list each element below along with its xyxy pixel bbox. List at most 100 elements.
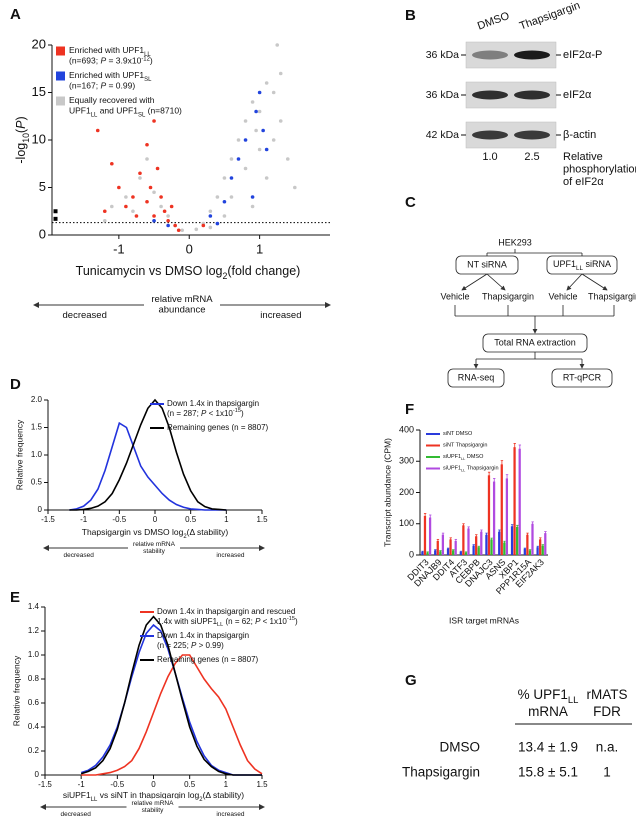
text-part: ) xyxy=(150,56,153,66)
point xyxy=(117,185,121,190)
text-part: < 1x10 xyxy=(206,409,233,418)
bar xyxy=(531,523,534,555)
y-tick-label: 0.8 xyxy=(28,674,40,683)
legend-swatch xyxy=(56,46,65,56)
x-tick-label: 0 xyxy=(153,515,158,524)
point xyxy=(166,214,170,218)
text-part: Equally recovered with xyxy=(69,95,155,105)
text-part: = 0.99) xyxy=(106,81,135,91)
bar xyxy=(464,552,468,555)
note-backdrop xyxy=(126,798,179,815)
bar xyxy=(428,517,432,555)
node-label: Thapsigargin xyxy=(482,291,534,301)
point xyxy=(264,147,269,152)
text-part: -15 xyxy=(233,408,241,414)
text-part: ) xyxy=(14,116,28,120)
note-text: relative mRNA xyxy=(132,800,175,807)
connector xyxy=(461,273,488,291)
bar xyxy=(490,539,493,555)
blot-band xyxy=(472,50,508,60)
bar xyxy=(513,447,516,555)
text-part: siUPF1 xyxy=(443,454,461,460)
bar xyxy=(421,551,424,555)
text-part: siNT DMSO xyxy=(443,431,473,437)
text-part: Thapsigargin vs DMSO log xyxy=(82,527,184,537)
bar xyxy=(544,533,547,555)
mw-label: 42 kDa xyxy=(426,129,459,141)
quant-caption: of eIF2α xyxy=(563,176,604,188)
y-tick-label: 0 xyxy=(409,549,414,559)
point xyxy=(222,176,227,180)
point xyxy=(278,119,283,123)
bar xyxy=(487,475,491,555)
legend-label: siNT Thapsigargin xyxy=(443,443,487,449)
density-line xyxy=(69,421,227,511)
node-label: UPF1LL siRNA xyxy=(553,259,611,272)
point xyxy=(194,227,199,232)
x-tick-label: 0 xyxy=(151,780,156,789)
legend-label: (n=693; P = 3.9x10-12) xyxy=(69,56,153,66)
density-line xyxy=(80,615,262,776)
text-part: ( xyxy=(14,128,28,133)
table-cell: 1 xyxy=(603,765,611,780)
point xyxy=(271,90,276,95)
bar xyxy=(541,545,544,555)
x-tick-label: -0.5 xyxy=(110,780,124,789)
table-cell: 15.8 ± 5.1 xyxy=(518,765,578,780)
text-part: LL xyxy=(91,112,98,118)
bar xyxy=(434,550,437,555)
node-label: RNA-seq xyxy=(458,372,495,382)
point xyxy=(285,157,290,161)
x-tick-label: 0.5 xyxy=(185,515,197,524)
text-part: SL xyxy=(144,77,152,83)
text-part: siUPF1 xyxy=(443,466,461,472)
bar xyxy=(523,548,526,555)
point xyxy=(95,128,100,133)
point xyxy=(275,43,280,47)
y-tick-label: 1.0 xyxy=(28,650,40,659)
point xyxy=(243,166,248,171)
text-part: LL xyxy=(217,622,223,628)
node-label: RT-qPCR xyxy=(563,372,602,382)
point xyxy=(145,142,149,147)
y-tick-label: 0 xyxy=(39,226,46,241)
text-part: LL xyxy=(576,265,584,272)
y-tick-label: 400 xyxy=(399,424,414,434)
text-part: 2 xyxy=(183,534,186,540)
text-part: LL xyxy=(144,52,151,58)
point xyxy=(152,218,156,223)
bar xyxy=(498,531,501,555)
legend-label: siUPF1LL DMSO xyxy=(443,454,484,461)
point xyxy=(131,209,135,214)
point xyxy=(173,223,177,228)
legend-label: Down 1.4x in thapsigargin and rescued xyxy=(157,607,295,616)
blot-band xyxy=(514,50,550,60)
y-tick-label: 1.2 xyxy=(28,626,40,635)
x-tick-label: 1 xyxy=(224,780,229,789)
point xyxy=(53,209,58,214)
y-tick-label: 0.4 xyxy=(28,722,40,731)
text-part: (Δ stability) xyxy=(187,527,229,537)
point xyxy=(254,128,258,133)
point xyxy=(271,138,276,142)
point xyxy=(110,161,114,166)
note-text: relative mRNA xyxy=(151,294,213,305)
table-cell: n.a. xyxy=(596,740,619,755)
legend-label: Enriched with UPF1LL xyxy=(69,45,151,57)
point xyxy=(215,221,220,226)
point xyxy=(243,138,248,142)
text-part: (n=8710) xyxy=(145,106,182,116)
quant-value: 1.0 xyxy=(482,151,497,163)
text-part: < 1x10 xyxy=(260,617,287,626)
point xyxy=(162,209,167,214)
bar xyxy=(472,545,475,555)
panel-label: F xyxy=(405,401,414,418)
point xyxy=(169,204,174,209)
point xyxy=(148,185,153,190)
point xyxy=(250,195,255,199)
connector xyxy=(581,273,608,291)
y-tick-label: 2.0 xyxy=(31,395,43,404)
legend-label: Down 1.4x in thapsigargin xyxy=(167,399,259,408)
x-tick-label: -1 xyxy=(80,515,88,524)
point xyxy=(152,190,156,195)
